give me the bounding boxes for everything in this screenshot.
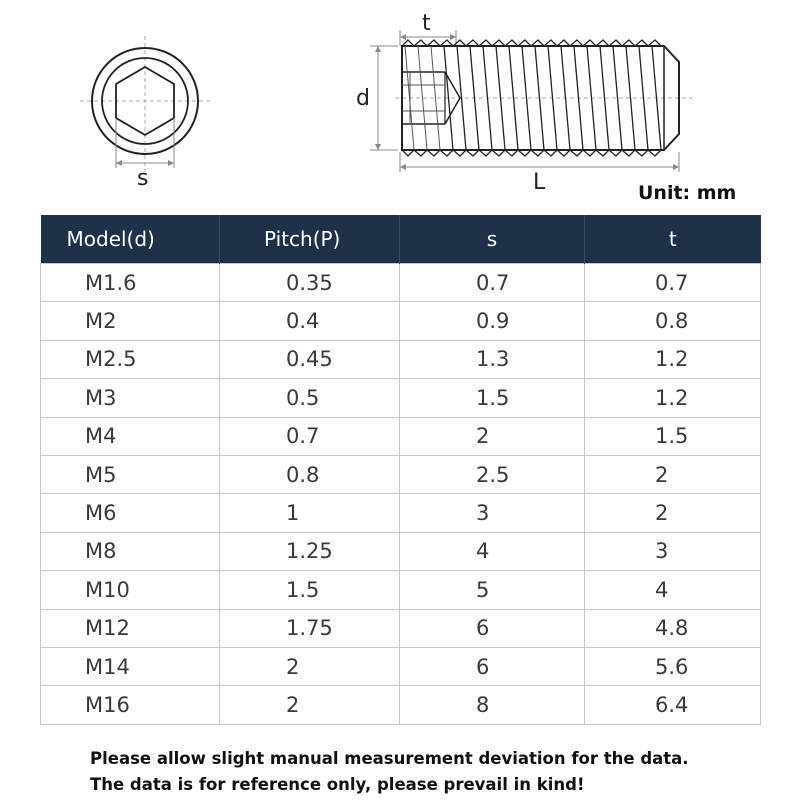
cell-model: M5: [40, 454, 220, 495]
cell-pitch: 1.5: [219, 570, 400, 610]
table-row: M12 1.75 6 4.8: [40, 608, 761, 648]
cell-model: M1.6: [40, 262, 220, 303]
cell-t: 0.8: [584, 301, 761, 341]
cell-pitch: 0.5: [219, 378, 400, 418]
cell-s: 2: [399, 416, 585, 456]
cell-t: 2: [584, 454, 761, 495]
cell-pitch: 0.45: [219, 339, 400, 380]
cell-s: 3: [399, 493, 585, 533]
cell-pitch: 1.75: [219, 608, 400, 648]
table-row: M5 0.8 2.5 2: [40, 454, 761, 495]
cell-model: M2: [40, 301, 220, 341]
cell-model: M10: [40, 570, 220, 610]
cell-t: 1.2: [584, 378, 761, 418]
cell-model: M8: [40, 531, 220, 572]
table-row: M6 1 3 2: [40, 493, 761, 533]
side-view: [370, 30, 692, 172]
cell-t: 4: [584, 570, 761, 610]
dimension-label-s: s: [137, 166, 149, 191]
cell-s: 8: [399, 685, 585, 725]
cell-pitch: 0.8: [219, 454, 400, 495]
table-row: M14 2 6 5.6: [40, 646, 761, 687]
column-header-s: s: [399, 215, 585, 264]
table-row: M3 0.5 1.5 1.2: [40, 378, 761, 418]
set-screw-drawing: [80, 30, 692, 172]
column-header-t: t: [584, 215, 761, 264]
column-header-pitch: Pitch(P): [219, 215, 400, 264]
table-row: M10 1.5 5 4: [40, 570, 761, 610]
cell-pitch: 0.4: [219, 301, 400, 341]
specification-table: Model(d) Pitch(P) s t M1.6 0.35 0.7 0.7 M2 0…: [40, 215, 761, 725]
cell-pitch: 2: [219, 685, 400, 725]
cell-s: 4: [399, 531, 585, 572]
cell-t: 1.2: [584, 339, 761, 380]
cell-pitch: 0.7: [219, 416, 400, 456]
cell-model: M6: [40, 493, 220, 533]
cell-t: 1.5: [584, 416, 761, 456]
cell-model: M16: [40, 685, 220, 725]
table-row: M2 0.4 0.9 0.8: [40, 301, 761, 341]
thread-lines: [401, 39, 664, 157]
cell-s: 6: [399, 608, 585, 648]
cell-t: 5.6: [584, 646, 761, 687]
cell-pitch: 0.35: [219, 262, 400, 303]
cell-model: M2.5: [40, 339, 220, 380]
cell-s: 1.5: [399, 378, 585, 418]
cell-pitch: 2: [219, 646, 400, 687]
cell-model: M14: [40, 646, 220, 687]
footnote-deviation: Please allow slight manual measurement d…: [90, 749, 689, 768]
hex-socket-shape: [115, 65, 175, 137]
cell-s: 2.5: [399, 454, 585, 495]
table-row: M4 0.7 2 1.5: [40, 416, 761, 456]
table-header-row: Model(d) Pitch(P) s t: [40, 215, 761, 264]
dimension-label-d: d: [356, 86, 370, 111]
cell-t: 0.7: [584, 262, 761, 303]
cell-pitch: 1: [219, 493, 400, 533]
cell-s: 5: [399, 570, 585, 610]
cell-t: 3: [584, 531, 761, 572]
table-row: M1.6 0.35 0.7 0.7: [40, 262, 761, 303]
footnote-reference: The data is for reference only, please p…: [90, 775, 585, 794]
table-row: M8 1.25 4 3: [40, 531, 761, 572]
cell-t: 6.4: [584, 685, 761, 725]
cell-s: 0.7: [399, 262, 585, 303]
table-row: M16 2 8 6.4: [40, 685, 761, 725]
cell-s: 0.9: [399, 301, 585, 341]
cell-model: M4: [40, 416, 220, 456]
cell-s: 1.3: [399, 339, 585, 380]
cell-pitch: 1.25: [219, 531, 400, 572]
dimension-label-l: L: [533, 170, 546, 195]
cell-t: 2: [584, 493, 761, 533]
end-view: [80, 36, 212, 172]
column-header-model: Model(d): [40, 215, 220, 264]
cell-t: 4.8: [584, 608, 761, 648]
cell-s: 6: [399, 646, 585, 687]
cell-model: M12: [40, 608, 220, 648]
table-row: M2.5 0.45 1.3 1.2: [40, 339, 761, 380]
dimension-label-t: t: [422, 11, 431, 36]
unit-label: Unit: mm: [638, 182, 737, 204]
cell-model: M3: [40, 378, 220, 418]
